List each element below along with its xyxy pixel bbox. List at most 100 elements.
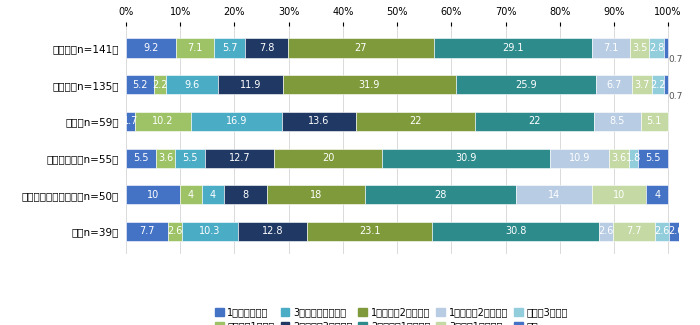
Text: 0.7: 0.7	[668, 92, 682, 101]
Bar	[274, 149, 382, 168]
Bar	[456, 75, 596, 94]
Text: 3.6: 3.6	[158, 153, 173, 163]
Bar	[664, 38, 668, 58]
Bar	[630, 38, 649, 58]
Text: 12.8: 12.8	[262, 227, 283, 237]
Bar	[190, 112, 282, 131]
Bar	[669, 222, 683, 241]
Text: 27: 27	[354, 43, 367, 53]
Bar	[126, 38, 176, 58]
Bar	[126, 222, 168, 241]
Bar	[655, 222, 669, 241]
Text: 30.9: 30.9	[456, 153, 477, 163]
Text: 5.5: 5.5	[133, 153, 148, 163]
Text: 6.7: 6.7	[606, 80, 622, 90]
Text: 25.9: 25.9	[515, 80, 537, 90]
Text: 5.5: 5.5	[183, 153, 198, 163]
Legend: 1年以上前から, 半年前～1年未満, 3か月前～半年未満, 2か月前～3か月未満, 1か月前～2か月未満, 2週間前～1か月未満, 1週間前～2週間未満, 3日: 1年以上前から, 半年前～1年未満, 3か月前～半年未満, 2か月前～3か月未満…	[211, 304, 572, 325]
Text: 5.5: 5.5	[645, 153, 661, 163]
Bar	[475, 112, 594, 131]
Text: 10.3: 10.3	[199, 227, 220, 237]
Text: 1.7: 1.7	[123, 116, 139, 126]
Bar	[434, 38, 592, 58]
Bar	[238, 222, 307, 241]
Bar	[517, 185, 592, 204]
Text: 9.6: 9.6	[185, 80, 200, 90]
Text: 2.6: 2.6	[167, 227, 183, 237]
Bar	[652, 75, 664, 94]
Bar	[609, 149, 629, 168]
Bar	[166, 75, 218, 94]
Bar	[175, 149, 205, 168]
Text: 2.2: 2.2	[650, 80, 666, 90]
Bar	[126, 185, 180, 204]
Text: 13.6: 13.6	[308, 116, 330, 126]
Text: 4: 4	[210, 190, 216, 200]
Text: 2.8: 2.8	[649, 43, 664, 53]
Text: 4: 4	[188, 190, 194, 200]
Bar	[126, 75, 154, 94]
Bar	[596, 75, 632, 94]
Bar	[205, 149, 274, 168]
Bar	[638, 149, 668, 168]
Bar	[640, 112, 668, 131]
Bar	[283, 75, 456, 94]
Text: 4: 4	[654, 190, 660, 200]
Text: 3.6: 3.6	[611, 153, 626, 163]
Bar	[176, 38, 214, 58]
Bar	[632, 75, 652, 94]
Bar	[126, 112, 135, 131]
Text: 16.9: 16.9	[225, 116, 247, 126]
Text: 3.5: 3.5	[632, 43, 648, 53]
Text: 2.6: 2.6	[668, 227, 684, 237]
Text: 20: 20	[322, 153, 335, 163]
Text: 30.8: 30.8	[505, 227, 526, 237]
Text: 10.9: 10.9	[569, 153, 590, 163]
Text: 23.1: 23.1	[359, 227, 380, 237]
Text: 28: 28	[434, 190, 447, 200]
Bar	[267, 185, 365, 204]
Text: 10.2: 10.2	[152, 116, 174, 126]
Text: 5.1: 5.1	[647, 116, 662, 126]
Bar	[180, 185, 202, 204]
Bar	[182, 222, 238, 241]
Text: 10: 10	[613, 190, 626, 200]
Bar	[126, 149, 156, 168]
Bar	[135, 112, 190, 131]
Text: 2.2: 2.2	[153, 80, 168, 90]
Text: 11.9: 11.9	[239, 80, 261, 90]
Text: 3.7: 3.7	[635, 80, 650, 90]
Bar	[168, 222, 182, 241]
Text: 18: 18	[309, 190, 322, 200]
Bar	[599, 222, 613, 241]
Text: 14: 14	[548, 190, 561, 200]
Bar	[356, 112, 475, 131]
Bar	[223, 185, 267, 204]
Bar	[365, 185, 517, 204]
Bar	[282, 112, 356, 131]
Bar	[592, 185, 647, 204]
Text: 22: 22	[528, 116, 541, 126]
Bar	[218, 75, 283, 94]
Text: 9.2: 9.2	[144, 43, 159, 53]
Bar	[288, 38, 434, 58]
Text: 2.6: 2.6	[598, 227, 614, 237]
Text: 31.9: 31.9	[358, 80, 380, 90]
Text: 2.6: 2.6	[654, 227, 670, 237]
Text: 5.2: 5.2	[132, 80, 148, 90]
Bar	[664, 75, 668, 94]
Text: 7.7: 7.7	[626, 227, 642, 237]
Bar	[594, 112, 640, 131]
Text: 1.8: 1.8	[626, 153, 641, 163]
Bar	[592, 38, 630, 58]
Bar	[156, 149, 175, 168]
Text: 29.1: 29.1	[502, 43, 524, 53]
Text: 5.7: 5.7	[222, 43, 237, 53]
Text: 7.7: 7.7	[139, 227, 155, 237]
Bar	[433, 222, 599, 241]
Bar	[214, 38, 245, 58]
Text: 8.5: 8.5	[610, 116, 625, 126]
Bar	[245, 38, 288, 58]
Text: 0.7: 0.7	[668, 55, 682, 64]
Text: 10: 10	[147, 190, 159, 200]
